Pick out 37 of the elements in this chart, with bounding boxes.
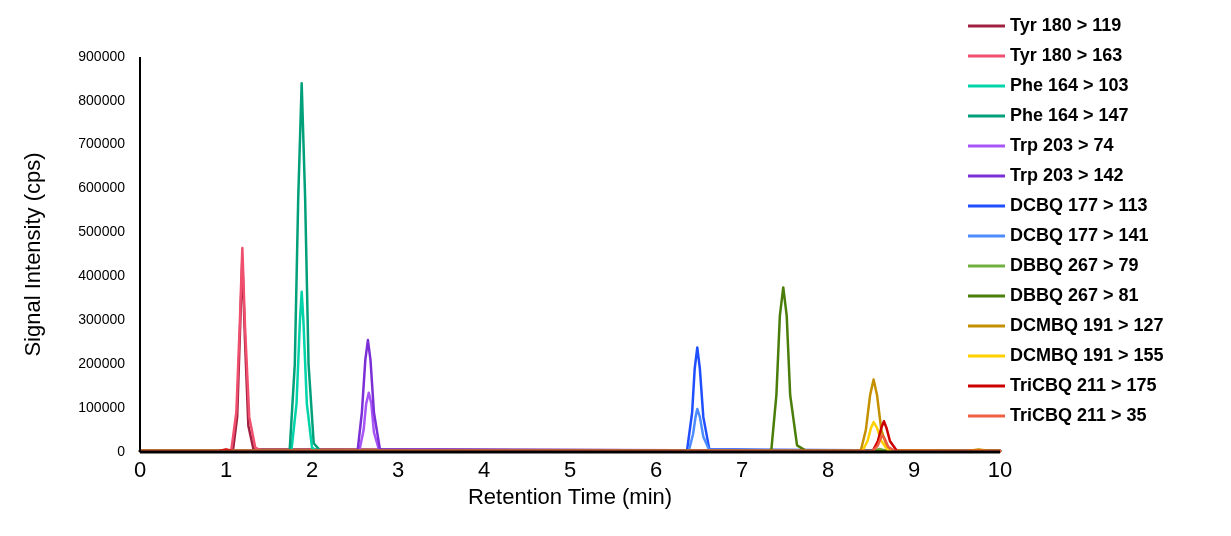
x-tick-label: 8 [821, 457, 835, 482]
x-tick-label: 9 [907, 457, 921, 482]
legend-label: DCBQ 177 > 141 [1010, 224, 1149, 245]
legend-label: DBBQ 267 > 79 [1010, 254, 1139, 275]
x-tick-label: 4 [477, 457, 491, 482]
x-tick-label: 7 [735, 457, 749, 482]
x-tick-label: 10 [987, 457, 1013, 482]
y-tick-label: 400000 [78, 267, 126, 284]
legend-label: Phe 164 > 147 [1010, 104, 1129, 125]
y-tick-label: 300000 [78, 311, 126, 328]
y-tick-label: 500000 [78, 223, 126, 240]
legend-label: DBBQ 267 > 81 [1010, 284, 1139, 305]
legend-label: DCMBQ 191 > 155 [1010, 344, 1164, 365]
x-tick-label: 5 [563, 457, 577, 482]
legend-label: Phe 164 > 103 [1010, 74, 1129, 95]
x-tick-label: 0 [133, 457, 147, 482]
legend-label: TriCBQ 211 > 175 [1010, 374, 1157, 395]
legend-label: Trp 203 > 74 [1010, 134, 1114, 155]
y-tick-label: 600000 [78, 179, 126, 196]
y-tick-label: 0 [117, 442, 126, 459]
y-tick-label: 100000 [78, 398, 126, 415]
legend-label: Trp 203 > 142 [1010, 164, 1124, 185]
x-axis-title: Retention Time (min) [467, 484, 673, 509]
x-tick-label: 2 [305, 457, 319, 482]
legend-label: Tyr 180 > 163 [1010, 44, 1123, 65]
y-axis-title: Signal Intensity (cps) [20, 152, 45, 357]
y-tick-label: 200000 [78, 354, 126, 371]
legend-label: DCMBQ 191 > 127 [1010, 314, 1164, 335]
x-tick-label: 1 [219, 457, 233, 482]
legend-label: DCBQ 177 > 113 [1010, 194, 1148, 215]
y-tick-label: 700000 [78, 135, 126, 152]
legend-label: Tyr 180 > 119 [1010, 14, 1122, 35]
y-tick-label: 800000 [78, 91, 126, 108]
x-tick-label: 6 [649, 457, 663, 482]
legend-label: TriCBQ 211 > 35 [1010, 404, 1147, 425]
y-tick-label: 900000 [78, 47, 126, 64]
x-tick-label: 3 [391, 457, 405, 482]
